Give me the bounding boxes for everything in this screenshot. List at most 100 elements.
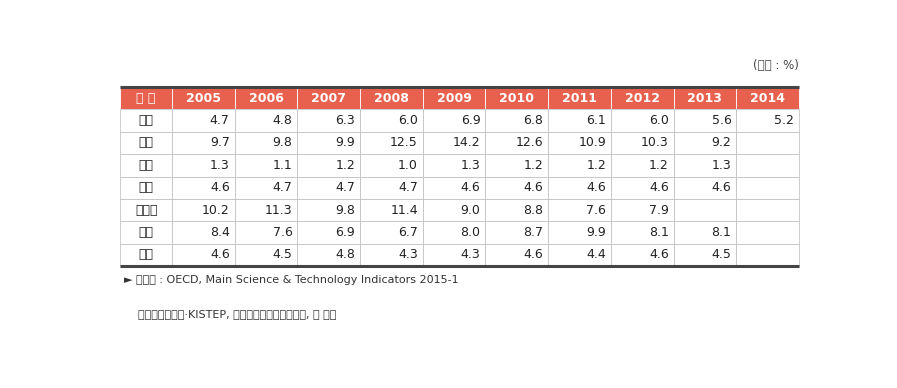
Bar: [172, 244, 235, 266]
Text: 9.8: 9.8: [273, 137, 292, 149]
Text: 6.8: 6.8: [523, 114, 544, 127]
Bar: [736, 221, 799, 244]
Text: 2009: 2009: [437, 92, 472, 105]
Text: 4.6: 4.6: [587, 181, 606, 194]
Text: 2008: 2008: [374, 92, 409, 105]
Text: 10.2: 10.2: [202, 204, 230, 217]
Bar: [235, 221, 297, 244]
Bar: [360, 177, 422, 199]
Bar: [235, 132, 297, 154]
Text: (단위 : %): (단위 : %): [753, 59, 799, 72]
Bar: [548, 221, 611, 244]
Text: 한국: 한국: [139, 114, 153, 127]
Text: 1.3: 1.3: [210, 159, 230, 172]
Bar: [611, 87, 674, 109]
Bar: [235, 177, 297, 199]
Text: 11.3: 11.3: [265, 204, 292, 217]
Bar: [120, 109, 172, 132]
Text: 프랑스: 프랑스: [135, 204, 158, 217]
Text: 4.6: 4.6: [524, 181, 544, 194]
Bar: [120, 87, 172, 109]
Text: 1.0: 1.0: [398, 159, 418, 172]
Text: 2006: 2006: [248, 92, 283, 105]
Bar: [422, 177, 485, 199]
Bar: [485, 87, 548, 109]
Bar: [485, 132, 548, 154]
Bar: [297, 132, 360, 154]
Text: 6.3: 6.3: [335, 114, 355, 127]
Bar: [422, 87, 485, 109]
Text: 4.4: 4.4: [587, 248, 606, 262]
Bar: [360, 87, 422, 109]
Text: 1.2: 1.2: [649, 159, 668, 172]
Bar: [485, 154, 548, 177]
Text: ► 자료원 : OECD, Main Science & Technology Indicators 2015-1: ► 자료원 : OECD, Main Science & Technology …: [124, 275, 458, 285]
Text: 5.6: 5.6: [711, 114, 731, 127]
Bar: [736, 244, 799, 266]
Text: 4.8: 4.8: [273, 114, 292, 127]
Bar: [674, 154, 736, 177]
Text: 10.9: 10.9: [579, 137, 606, 149]
Bar: [736, 154, 799, 177]
Bar: [674, 199, 736, 221]
Bar: [674, 177, 736, 199]
Text: 일본: 일본: [139, 159, 153, 172]
Text: 12.6: 12.6: [516, 137, 544, 149]
Bar: [485, 177, 548, 199]
Text: 6.0: 6.0: [649, 114, 668, 127]
Text: 7.6: 7.6: [586, 204, 606, 217]
Bar: [485, 244, 548, 266]
Text: 구 분: 구 분: [136, 92, 156, 105]
Bar: [120, 177, 172, 199]
Bar: [172, 132, 235, 154]
Bar: [297, 199, 360, 221]
Text: 9.0: 9.0: [461, 204, 481, 217]
Text: 2013: 2013: [687, 92, 722, 105]
Bar: [297, 221, 360, 244]
Text: 4.8: 4.8: [335, 248, 355, 262]
Text: 미국: 미국: [139, 137, 153, 149]
Text: 4.6: 4.6: [210, 181, 230, 194]
Text: 10.3: 10.3: [641, 137, 668, 149]
Text: 중국: 중국: [139, 248, 153, 262]
Text: 영국: 영국: [139, 226, 153, 239]
Text: 8.8: 8.8: [523, 204, 544, 217]
Bar: [674, 221, 736, 244]
Text: 7.6: 7.6: [273, 226, 292, 239]
Text: 6.0: 6.0: [398, 114, 418, 127]
Bar: [360, 199, 422, 221]
Bar: [674, 132, 736, 154]
Text: 4.6: 4.6: [711, 181, 731, 194]
Bar: [736, 199, 799, 221]
Bar: [360, 221, 422, 244]
Bar: [297, 109, 360, 132]
Bar: [172, 109, 235, 132]
Text: 2007: 2007: [311, 92, 346, 105]
Text: 11.4: 11.4: [390, 204, 418, 217]
Bar: [548, 199, 611, 221]
Text: 4.7: 4.7: [210, 114, 230, 127]
Bar: [611, 199, 674, 221]
Text: 4.7: 4.7: [273, 181, 292, 194]
Bar: [422, 244, 485, 266]
Text: 독일: 독일: [139, 181, 153, 194]
Text: 4.3: 4.3: [461, 248, 481, 262]
Bar: [235, 87, 297, 109]
Text: 4.6: 4.6: [461, 181, 481, 194]
Bar: [120, 154, 172, 177]
Text: 6.9: 6.9: [335, 226, 355, 239]
Text: 4.6: 4.6: [649, 181, 668, 194]
Text: 8.1: 8.1: [649, 226, 668, 239]
Text: 1.3: 1.3: [711, 159, 731, 172]
Text: 1.2: 1.2: [524, 159, 544, 172]
Bar: [736, 177, 799, 199]
Text: 2014: 2014: [750, 92, 785, 105]
Bar: [360, 109, 422, 132]
Bar: [736, 132, 799, 154]
Text: 8.4: 8.4: [210, 226, 230, 239]
Text: 4.5: 4.5: [711, 248, 731, 262]
Bar: [120, 132, 172, 154]
Text: 6.7: 6.7: [398, 226, 418, 239]
Text: 1.1: 1.1: [273, 159, 292, 172]
Text: 8.7: 8.7: [523, 226, 544, 239]
